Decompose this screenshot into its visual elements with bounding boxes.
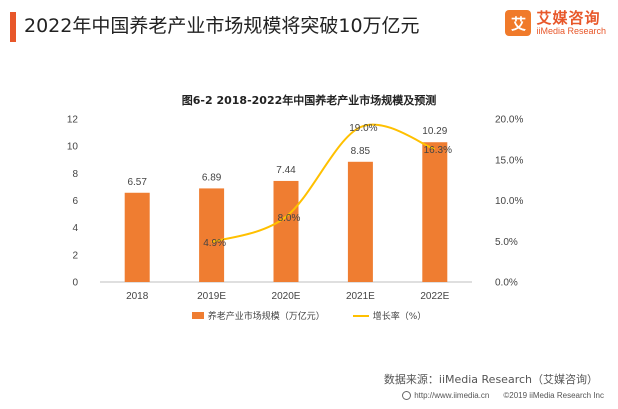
left-tick-label: 12 xyxy=(67,115,79,126)
legend-label-market-size: 养老产业市场规模（万亿元） xyxy=(207,312,325,322)
x-axis-ticks: 2018 2019E 2020E 2021E 2022E xyxy=(126,291,450,302)
left-tick-label: 8 xyxy=(72,169,78,180)
title-accent-bar xyxy=(10,12,16,42)
bar-value-label: 8.85 xyxy=(351,146,371,157)
footer-url-text: http://www.iimedia.cn xyxy=(414,391,490,400)
left-axis-ticks: 0 2 4 6 8 10 12 xyxy=(67,115,79,289)
left-tick-label: 6 xyxy=(72,196,78,207)
data-source: 数据来源：iiMedia Research（艾媒咨询） xyxy=(383,373,598,386)
bar-2022E xyxy=(422,142,448,282)
left-tick-label: 2 xyxy=(72,250,78,261)
footer-url[interactable]: http://www.iimedia.cn xyxy=(402,391,489,400)
legend-bar-swatch xyxy=(191,312,204,319)
growth-rate-line xyxy=(211,123,436,244)
logo-mark-icon: 艾 xyxy=(505,10,532,37)
bar-value-label: 7.44 xyxy=(276,165,296,176)
chart-legend: 养老产业市场规模（万亿元） 增长率（%） xyxy=(0,309,618,322)
chart-title: 图6-2 2018-2022年中国养老产业市场规模及预测 xyxy=(181,94,437,107)
right-tick-label: 15.0% xyxy=(495,155,523,166)
x-tick-label: 2020E xyxy=(272,291,301,302)
bar-value-label: 6.57 xyxy=(127,177,147,188)
right-axis-ticks: 0.0% 5.0% 10.0% 15.0% 20.0% xyxy=(495,115,523,289)
page-title: 2022年中国养老产业市场规模将突破10万亿元 xyxy=(24,15,420,37)
growth-rate-labels: 4.9% 8.0% 19.0% 16.3% xyxy=(203,123,452,249)
bar-value-label: 6.89 xyxy=(202,172,222,183)
bar-2020E xyxy=(273,180,299,282)
x-tick-label: 2021E xyxy=(346,291,375,302)
bar-2021E xyxy=(347,161,373,282)
growth-rate-label: 19.0% xyxy=(349,123,377,134)
footer: http://www.iimedia.cn ©2019 iiMedia Rese… xyxy=(402,391,604,400)
bar-value-label: 10.29 xyxy=(422,126,447,137)
right-tick-label: 5.0% xyxy=(495,237,518,248)
legend-item-growth-rate: 增长率（%） xyxy=(352,309,427,322)
bar-series xyxy=(124,142,448,282)
growth-rate-label: 8.0% xyxy=(278,213,301,224)
right-tick-label: 0.0% xyxy=(495,278,518,289)
left-tick-label: 4 xyxy=(72,223,78,234)
left-tick-label: 10 xyxy=(67,142,79,153)
legend-item-market-size: 养老产业市场规模（万亿元） xyxy=(191,309,325,322)
right-tick-label: 20.0% xyxy=(495,115,523,126)
logo-name-en: iiMedia Research xyxy=(536,25,606,36)
logo-name-cn: 艾媒咨询 xyxy=(536,9,601,27)
bar-value-labels: 6.57 6.89 7.44 8.85 10.29 xyxy=(127,126,447,188)
legend-line-swatch xyxy=(352,314,369,317)
left-tick-label: 0 xyxy=(72,278,78,289)
growth-rate-label: 4.9% xyxy=(203,238,226,249)
x-tick-label: 2022E xyxy=(420,291,449,302)
iimedia-logo: 艾 艾媒咨询 iiMedia Research xyxy=(505,10,606,37)
x-tick-label: 2018 xyxy=(126,291,149,302)
legend-label-growth-rate: 增长率（%） xyxy=(372,312,427,322)
globe-icon xyxy=(402,391,412,400)
bar-2018 xyxy=(124,192,150,282)
logo-text: 艾媒咨询 iiMedia Research xyxy=(536,10,606,36)
bar-2019E xyxy=(199,188,225,282)
growth-rate-label: 16.3% xyxy=(424,145,452,156)
x-tick-label: 2019E xyxy=(197,291,226,302)
right-tick-label: 10.0% xyxy=(495,196,523,207)
footer-copyright: ©2019 iiMedia Research Inc xyxy=(503,391,604,400)
